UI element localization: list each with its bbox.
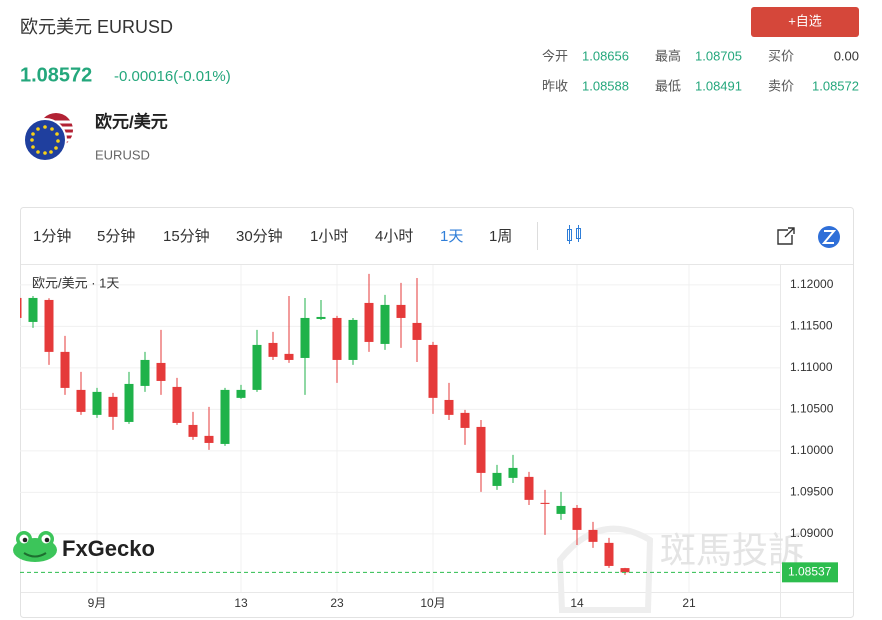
page-title: 欧元美元 EURUSD xyxy=(20,17,173,37)
brand-icon[interactable] xyxy=(818,226,840,248)
candle-body xyxy=(124,383,134,422)
candle-body xyxy=(444,399,454,415)
popout-icon[interactable] xyxy=(777,227,795,245)
candle-body xyxy=(316,316,326,319)
stat-label: 卖价 xyxy=(768,78,794,93)
x-tick-label: 23 xyxy=(330,596,344,610)
watermark-brand: FxGecko xyxy=(62,536,155,561)
candle-body xyxy=(140,359,150,386)
price-change: -0.00016(-0.01%) xyxy=(114,68,231,85)
x-tick-label: 9月 xyxy=(88,596,107,610)
stat-value: 1.08656 xyxy=(582,48,629,63)
x-tick-label: 13 xyxy=(234,596,248,610)
stat-label: 昨收 xyxy=(542,78,568,93)
candle-body xyxy=(60,351,70,388)
candles xyxy=(20,273,630,575)
candle-body xyxy=(300,317,310,358)
candle-body xyxy=(188,424,198,437)
interval-tab[interactable]: 1天 xyxy=(440,228,463,245)
candle-body xyxy=(44,299,54,352)
stat-label: 买价 xyxy=(768,48,794,63)
instrument-name: 欧元/美元 xyxy=(95,111,168,131)
y-tick-label: 1.10500 xyxy=(790,402,834,416)
candle-body xyxy=(204,435,214,443)
candle-body xyxy=(156,362,166,381)
candle-body xyxy=(604,542,614,566)
candle-body xyxy=(236,389,246,398)
last-price-label: 1.08537 xyxy=(788,565,832,579)
candle-body xyxy=(620,568,630,573)
grid xyxy=(20,265,780,592)
stat-value: 1.08491 xyxy=(695,78,742,93)
candle-body xyxy=(172,386,182,423)
interval-tab[interactable]: 4小时 xyxy=(375,228,413,245)
watch-button[interactable] xyxy=(751,7,859,37)
candle-body xyxy=(268,342,278,357)
y-tick-label: 1.09500 xyxy=(790,485,834,499)
x-tick-label: 10月 xyxy=(420,596,445,610)
candle-body xyxy=(492,472,502,486)
interval-tab[interactable]: 5分钟 xyxy=(97,228,135,245)
last-price-box xyxy=(782,562,838,583)
candle-body xyxy=(428,344,438,398)
stat-value: 1.08705 xyxy=(695,48,742,63)
interval-tab[interactable]: 1小时 xyxy=(310,228,348,245)
chart-card xyxy=(20,207,854,618)
candle-body xyxy=(412,322,422,340)
y-tick-label: 1.09000 xyxy=(790,526,834,540)
stat-label: 今开 xyxy=(542,48,568,63)
candle-body xyxy=(284,353,294,360)
candle-body xyxy=(556,505,566,514)
candle-body xyxy=(380,304,390,344)
interval-tab[interactable]: 30分钟 xyxy=(236,228,283,245)
y-tick-label: 1.12000 xyxy=(790,277,834,291)
interval-tab[interactable]: 1周 xyxy=(489,228,512,245)
stat-label: 最高 xyxy=(655,48,681,63)
candle-body xyxy=(572,507,582,530)
candle-body xyxy=(588,529,598,542)
y-tick-label: 1.11000 xyxy=(790,360,833,374)
candle-body xyxy=(460,412,470,428)
watermark-text: 斑馬投訴 xyxy=(660,530,804,571)
candle-body xyxy=(108,396,118,417)
interval-tab[interactable]: 1分钟 xyxy=(33,228,71,245)
candle-body xyxy=(540,502,550,504)
candle-body xyxy=(220,389,230,444)
y-tick-label: 1.10000 xyxy=(790,443,834,457)
candle-body xyxy=(20,297,22,318)
stat-value: 1.08588 xyxy=(582,78,629,93)
candle-style-icon[interactable] xyxy=(567,225,581,244)
stat-label: 最低 xyxy=(655,78,681,93)
candle-body xyxy=(476,426,486,473)
x-tick-label: 21 xyxy=(682,596,696,610)
interval-tab[interactable]: 15分钟 xyxy=(163,228,210,245)
candle-body xyxy=(92,391,102,415)
watermark: FxGecko 斑馬投訴 xyxy=(13,525,804,613)
instrument-code: EURUSD xyxy=(95,147,150,162)
candle-body xyxy=(396,304,406,318)
candle-body xyxy=(508,467,518,478)
stat-value: 0.00 xyxy=(834,48,859,63)
candle-body xyxy=(524,476,534,500)
candle-body xyxy=(76,389,86,412)
candle-body xyxy=(28,297,38,322)
watch-button-label[interactable]: +自选 xyxy=(788,13,822,28)
frog-icon xyxy=(13,531,57,562)
flag-icon xyxy=(23,113,73,162)
price: 1.08572 xyxy=(20,64,92,86)
x-tick-label: 14 xyxy=(570,596,584,610)
stat-value: 1.08572 xyxy=(812,78,859,93)
chart-legend: 欧元/美元 · 1天 xyxy=(32,275,119,290)
candle-body xyxy=(332,317,342,360)
y-tick-label: 1.11500 xyxy=(790,319,833,333)
candle-body xyxy=(348,319,358,360)
candle-body xyxy=(364,302,374,342)
candle-body xyxy=(252,344,262,390)
